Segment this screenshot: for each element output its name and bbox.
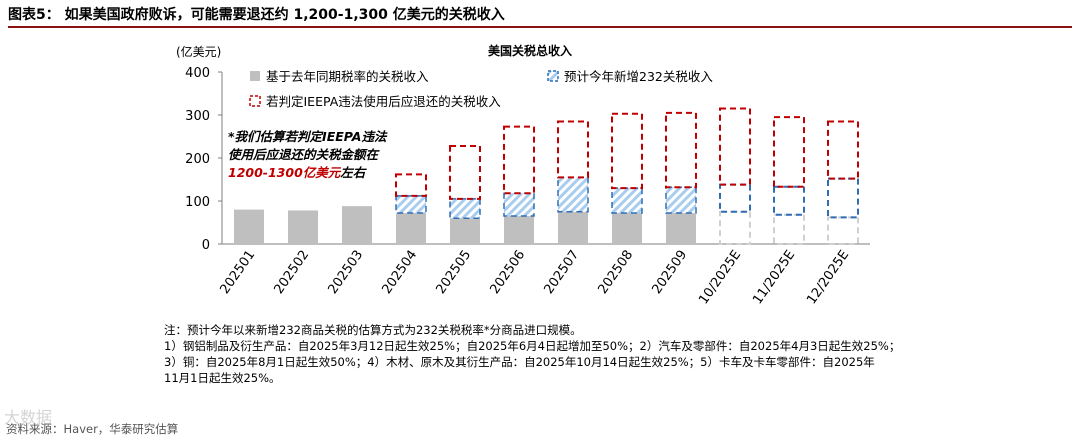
annotation-suffix: 左右 <box>340 165 368 180</box>
bar-base <box>504 216 534 244</box>
x-tick-label: 202504 <box>380 248 421 297</box>
bar-ieepa <box>611 112 643 190</box>
y-tick-label: 200 <box>185 152 210 167</box>
legend-label: 基于去年同期税率的关税收入 <box>266 69 429 84</box>
bar-ieepa <box>449 144 481 200</box>
x-tick-label: 10/2025E <box>696 248 744 308</box>
bar-232 <box>665 186 697 214</box>
bar-ieepa <box>665 111 697 189</box>
bar-232 <box>449 198 481 219</box>
bar-ieepa <box>395 173 427 197</box>
y-tick-label: 100 <box>185 195 210 210</box>
bar-base <box>234 209 264 244</box>
x-tick-label: 202509 <box>650 248 691 297</box>
bar-ieepa <box>773 116 805 188</box>
bar-232-estimate <box>719 183 751 213</box>
chart: 美国关税总收入 (亿美元) 0 100 200 300 400 202501 202502 2… <box>176 43 870 308</box>
y-tick-label: 400 <box>185 66 210 81</box>
legend-label: 预计今年新增232关税收入 <box>564 69 713 84</box>
legend-label: 若判定IEEPA违法使用后应退还的关税收入 <box>266 94 501 109</box>
source-note: 资料来源：Haver，华泰研究估算 <box>6 422 179 436</box>
bar-232 <box>395 195 427 214</box>
bar-base <box>612 213 642 244</box>
bar-base <box>450 218 480 244</box>
bar-base <box>342 206 372 244</box>
notes: 注：预计今年以来新增232商品关税的估算方式为232关税税率*分商品进口规模。 … <box>164 322 900 386</box>
x-tick-label: 202507 <box>542 248 583 297</box>
bar-base-estimate <box>827 216 859 245</box>
bar-base-estimate <box>719 210 751 245</box>
bar-232-estimate <box>773 185 805 216</box>
legend: 基于去年同期税率的关税收入 预计今年新增232关税收入若判定IEEPA违法使用后应… <box>249 69 713 109</box>
x-tick-label: 202501 <box>218 248 259 297</box>
annotation-highlight: 1200-1300亿美元 <box>228 165 342 180</box>
x-tick-label: 202506 <box>488 248 529 297</box>
bar-base <box>666 213 696 244</box>
y-tick-label: 0 <box>202 238 210 253</box>
bar-ieepa <box>827 120 859 180</box>
title-rule <box>8 26 1072 28</box>
y-tick-label: 300 <box>185 109 210 124</box>
legend-swatch-232 <box>547 70 559 82</box>
bar-base <box>396 213 426 244</box>
annotation-line: *我们估算若判定IEEPA违法 <box>228 129 388 144</box>
x-tick-label: 12/2025E <box>804 248 852 308</box>
y-axis-label: (亿美元) <box>176 44 221 59</box>
bar-232-estimate <box>827 177 859 219</box>
note-line: 11月1日起生效25%。 <box>164 371 281 385</box>
x-tick-label: 202505 <box>434 248 475 297</box>
annotation-line: 1200-1300亿美元左右 <box>228 165 368 180</box>
annotation-line: 使用后应退还的关税金额在 <box>228 147 381 162</box>
x-tick-label: 202503 <box>326 248 367 297</box>
bar-ieepa <box>557 120 589 179</box>
bar-base-estimate <box>773 213 805 245</box>
bar-232 <box>503 192 535 217</box>
legend-swatch-base <box>250 71 260 81</box>
bars <box>234 107 859 245</box>
bar-232 <box>611 187 643 214</box>
chart-title: 美国关税总收入 <box>488 43 572 58</box>
x-tick-label: 11/2025E <box>750 248 798 308</box>
x-tick-label: 202508 <box>596 248 637 297</box>
bar-base <box>558 211 588 244</box>
bar-base <box>288 210 318 244</box>
figure-title: 图表5： 如果美国政府败诉，可能需要退还约 1,200-1,300 亿美元的关税… <box>8 7 505 23</box>
bar-ieepa <box>719 107 751 186</box>
bar-232 <box>557 176 589 213</box>
bar-ieepa <box>503 125 535 195</box>
note-line: 3）铜：自2025年8月1日起生效50%；4）木材、原木及其衍生产品：自2025… <box>164 355 875 369</box>
note-line: 1）钢铝制品及衍生产品：自2025年3月12日起生效25%；自2025年6月4日… <box>164 339 901 353</box>
legend-swatch-ieepa <box>249 95 261 107</box>
x-tick-label: 202502 <box>272 248 313 297</box>
note-line: 注：预计今年以来新增232商品关税的估算方式为232关税税率*分商品进口规模。 <box>164 323 582 337</box>
watermark: 大数据 <box>4 408 53 427</box>
